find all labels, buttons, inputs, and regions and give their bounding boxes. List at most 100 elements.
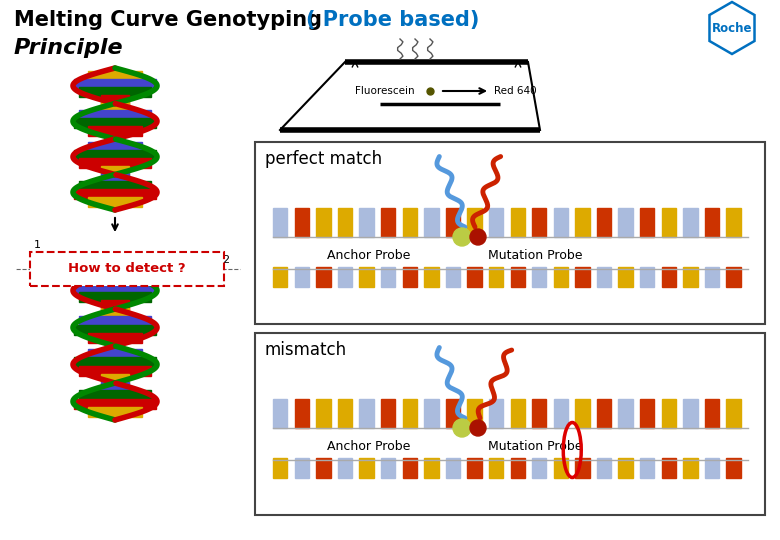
Bar (705, 458, 719, 478)
Bar (532, 458, 547, 478)
Bar (554, 458, 568, 478)
Bar (295, 267, 309, 287)
Circle shape (453, 419, 471, 437)
Bar (316, 399, 331, 428)
Bar (554, 267, 568, 287)
Bar (402, 399, 417, 428)
Circle shape (470, 420, 486, 436)
Text: How to detect ?: How to detect ? (68, 262, 186, 275)
Bar (73, 79, 156, 89)
Bar (295, 399, 309, 428)
Bar (576, 399, 590, 428)
Text: Mutation Probe: Mutation Probe (488, 249, 583, 262)
Bar (79, 86, 151, 97)
Bar (316, 458, 331, 478)
Bar (338, 267, 352, 287)
Bar (381, 399, 395, 428)
Bar (316, 267, 331, 287)
Bar (101, 300, 129, 310)
FancyBboxPatch shape (30, 252, 224, 286)
Bar (726, 458, 741, 478)
Bar (273, 458, 287, 478)
Bar (79, 390, 151, 400)
Bar (295, 208, 309, 237)
Bar (79, 366, 151, 376)
Bar (381, 458, 395, 478)
Bar (79, 292, 151, 302)
Bar (338, 458, 352, 478)
Text: Mutation Probe: Mutation Probe (488, 440, 583, 453)
Bar (338, 208, 352, 237)
Bar (381, 267, 395, 287)
Text: ( Probe based): ( Probe based) (306, 10, 480, 30)
Bar (661, 399, 676, 428)
Bar (88, 197, 142, 207)
Bar (273, 208, 287, 237)
Bar (726, 399, 741, 428)
Bar (316, 208, 331, 237)
Text: Fluorescein: Fluorescein (355, 86, 415, 96)
Bar (510, 267, 525, 287)
Bar (705, 208, 719, 237)
Text: Melting Curve Genotyping: Melting Curve Genotyping (14, 10, 329, 30)
Bar (467, 399, 482, 428)
Bar (705, 267, 719, 287)
Bar (576, 458, 590, 478)
Bar (661, 208, 676, 237)
Bar (88, 71, 142, 81)
Bar (360, 399, 374, 428)
Bar (554, 399, 568, 428)
Bar (619, 458, 633, 478)
Bar (73, 399, 156, 409)
Bar (640, 399, 654, 428)
Bar (79, 158, 151, 167)
Bar (445, 208, 460, 237)
Bar (597, 267, 612, 287)
Bar (402, 458, 417, 478)
Bar (79, 110, 151, 120)
Bar (467, 208, 482, 237)
Bar (424, 208, 438, 237)
Bar (445, 458, 460, 478)
Bar (467, 267, 482, 287)
Bar (360, 208, 374, 237)
Text: 2: 2 (222, 255, 229, 265)
Bar (101, 103, 129, 112)
Bar (705, 399, 719, 428)
Bar (73, 189, 156, 199)
Bar (597, 208, 612, 237)
Circle shape (453, 228, 471, 246)
Bar (532, 267, 547, 287)
Bar (88, 126, 142, 136)
Bar (640, 208, 654, 237)
Bar (489, 208, 503, 237)
Bar (101, 308, 129, 318)
Bar (445, 267, 460, 287)
Bar (489, 458, 503, 478)
Bar (101, 382, 129, 392)
Bar (576, 267, 590, 287)
Text: Principle: Principle (14, 38, 123, 58)
Bar (73, 325, 156, 335)
Bar (88, 349, 142, 359)
Text: perfect match: perfect match (265, 150, 382, 168)
Bar (532, 399, 547, 428)
Bar (467, 458, 482, 478)
Bar (79, 181, 151, 191)
Bar (101, 374, 129, 384)
Bar (73, 284, 156, 293)
Bar (726, 267, 741, 287)
Bar (101, 173, 129, 184)
Bar (402, 208, 417, 237)
Bar (255, 142, 765, 324)
Bar (88, 142, 142, 152)
Bar (445, 399, 460, 428)
Bar (661, 458, 676, 478)
Bar (489, 267, 503, 287)
Bar (360, 458, 374, 478)
Bar (576, 208, 590, 237)
Bar (726, 208, 741, 237)
Bar (424, 399, 438, 428)
Bar (88, 407, 142, 417)
Bar (101, 166, 129, 176)
